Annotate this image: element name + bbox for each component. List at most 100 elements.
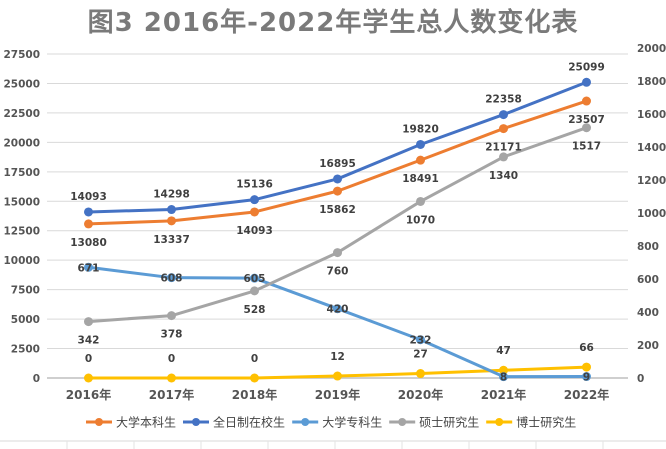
right-axis-tick: 200 xyxy=(637,340,659,352)
data-point xyxy=(84,373,93,383)
data-label: 19820 xyxy=(402,123,439,135)
data-point xyxy=(333,371,342,381)
data-point xyxy=(250,195,259,205)
data-point xyxy=(416,335,425,345)
right-axis-tick: 1200 xyxy=(637,175,666,187)
data-point xyxy=(582,77,591,87)
data-point xyxy=(416,369,425,379)
data-label: 22358 xyxy=(485,94,522,106)
data-label: 16895 xyxy=(319,158,356,170)
data-point xyxy=(167,273,176,283)
data-label: 760 xyxy=(327,266,349,278)
data-label: 0 xyxy=(85,353,92,365)
left-axis-tick: 2500 xyxy=(11,344,40,356)
data-point xyxy=(250,273,259,283)
left-axis-tick: 22500 xyxy=(3,108,40,120)
legend-item: 大学本科生 xyxy=(116,415,176,430)
data-point xyxy=(167,205,176,215)
data-label: 12 xyxy=(330,351,345,363)
x-axis-tick: 2021年 xyxy=(481,387,526,402)
data-point xyxy=(84,219,93,229)
data-label: 18491 xyxy=(402,173,439,185)
data-point xyxy=(499,152,508,162)
data-point xyxy=(582,123,591,133)
data-label: 528 xyxy=(244,304,266,316)
data-label: 15136 xyxy=(236,179,273,191)
data-point xyxy=(582,96,591,106)
data-point xyxy=(582,362,591,372)
left-axis-tick: 15000 xyxy=(3,196,40,208)
data-point xyxy=(333,174,342,184)
legend-item: 全日制在校生 xyxy=(213,415,285,430)
data-point xyxy=(84,207,93,217)
legend-marker-icon xyxy=(301,418,310,426)
data-point xyxy=(499,365,508,375)
data-point xyxy=(499,372,508,382)
right-axis-tick: 1000 xyxy=(637,208,666,220)
data-label: 21171 xyxy=(485,142,522,154)
x-axis-tick: 2020年 xyxy=(398,387,443,402)
data-label: 0 xyxy=(168,353,175,365)
data-label: 671 xyxy=(78,262,100,274)
data-label: 23507 xyxy=(568,114,605,126)
right-axis-tick: 1800 xyxy=(637,76,666,88)
right-axis-tick: 600 xyxy=(637,274,659,286)
legend-item: 博士研究生 xyxy=(516,415,576,430)
data-point xyxy=(333,186,342,196)
data-point xyxy=(499,110,508,120)
data-label: 1517 xyxy=(572,141,601,153)
left-axis-tick: 25000 xyxy=(3,78,40,90)
data-label: 66 xyxy=(579,342,594,354)
left-axis-tick: 0 xyxy=(33,373,40,385)
chart-title: 图3 2016年-2022年学生总人数变化表 xyxy=(87,8,579,38)
legend-marker-icon xyxy=(495,418,504,426)
data-label: 605 xyxy=(244,273,266,285)
data-point xyxy=(582,372,591,382)
data-point xyxy=(416,155,425,165)
data-point xyxy=(250,373,259,383)
data-point xyxy=(250,286,259,296)
data-label: 8 xyxy=(500,372,507,384)
legend-marker-icon xyxy=(192,418,200,426)
data-label: 378 xyxy=(161,329,183,341)
left-axis-tick: 10000 xyxy=(3,255,40,267)
legend-marker-icon xyxy=(398,418,407,426)
right-axis-tick: 800 xyxy=(637,241,659,253)
data-point xyxy=(84,262,93,272)
legend-marker-icon xyxy=(95,418,103,426)
data-point xyxy=(333,304,342,314)
data-label: 13080 xyxy=(70,237,107,249)
data-point xyxy=(250,207,259,217)
data-label: 27 xyxy=(413,349,428,361)
data-point xyxy=(333,248,342,258)
data-label: 232 xyxy=(410,335,432,347)
data-point xyxy=(499,124,508,134)
data-label: 420 xyxy=(327,304,349,316)
left-axis-tick: 5000 xyxy=(11,314,40,326)
data-point xyxy=(416,139,425,149)
legend-item: 硕士研究生 xyxy=(419,415,479,430)
data-label: 342 xyxy=(78,335,100,347)
data-label: 14093 xyxy=(70,191,107,203)
legend-item: 大学专科生 xyxy=(322,415,382,430)
data-label: 15862 xyxy=(319,204,356,216)
x-axis-tick: 2022年 xyxy=(564,387,609,402)
right-axis-tick: 0 xyxy=(637,373,644,385)
data-label: 1340 xyxy=(489,170,518,182)
data-label: 14093 xyxy=(236,225,273,237)
data-label: 9 xyxy=(583,372,590,384)
data-label: 608 xyxy=(161,273,183,285)
data-label: 0 xyxy=(251,353,258,365)
right-axis-tick: 400 xyxy=(637,307,659,319)
data-point xyxy=(416,196,425,206)
data-label: 25099 xyxy=(568,61,605,73)
right-axis-tick: 1400 xyxy=(637,142,666,154)
x-axis-tick: 2019年 xyxy=(315,387,360,402)
left-axis-tick: 17500 xyxy=(3,167,40,179)
series-line-硕士研究生 xyxy=(88,126,587,324)
left-axis-tick: 27500 xyxy=(3,49,40,61)
data-point xyxy=(167,373,176,383)
left-axis-tick: 20000 xyxy=(3,137,40,149)
left-axis-tick: 12500 xyxy=(3,226,40,238)
